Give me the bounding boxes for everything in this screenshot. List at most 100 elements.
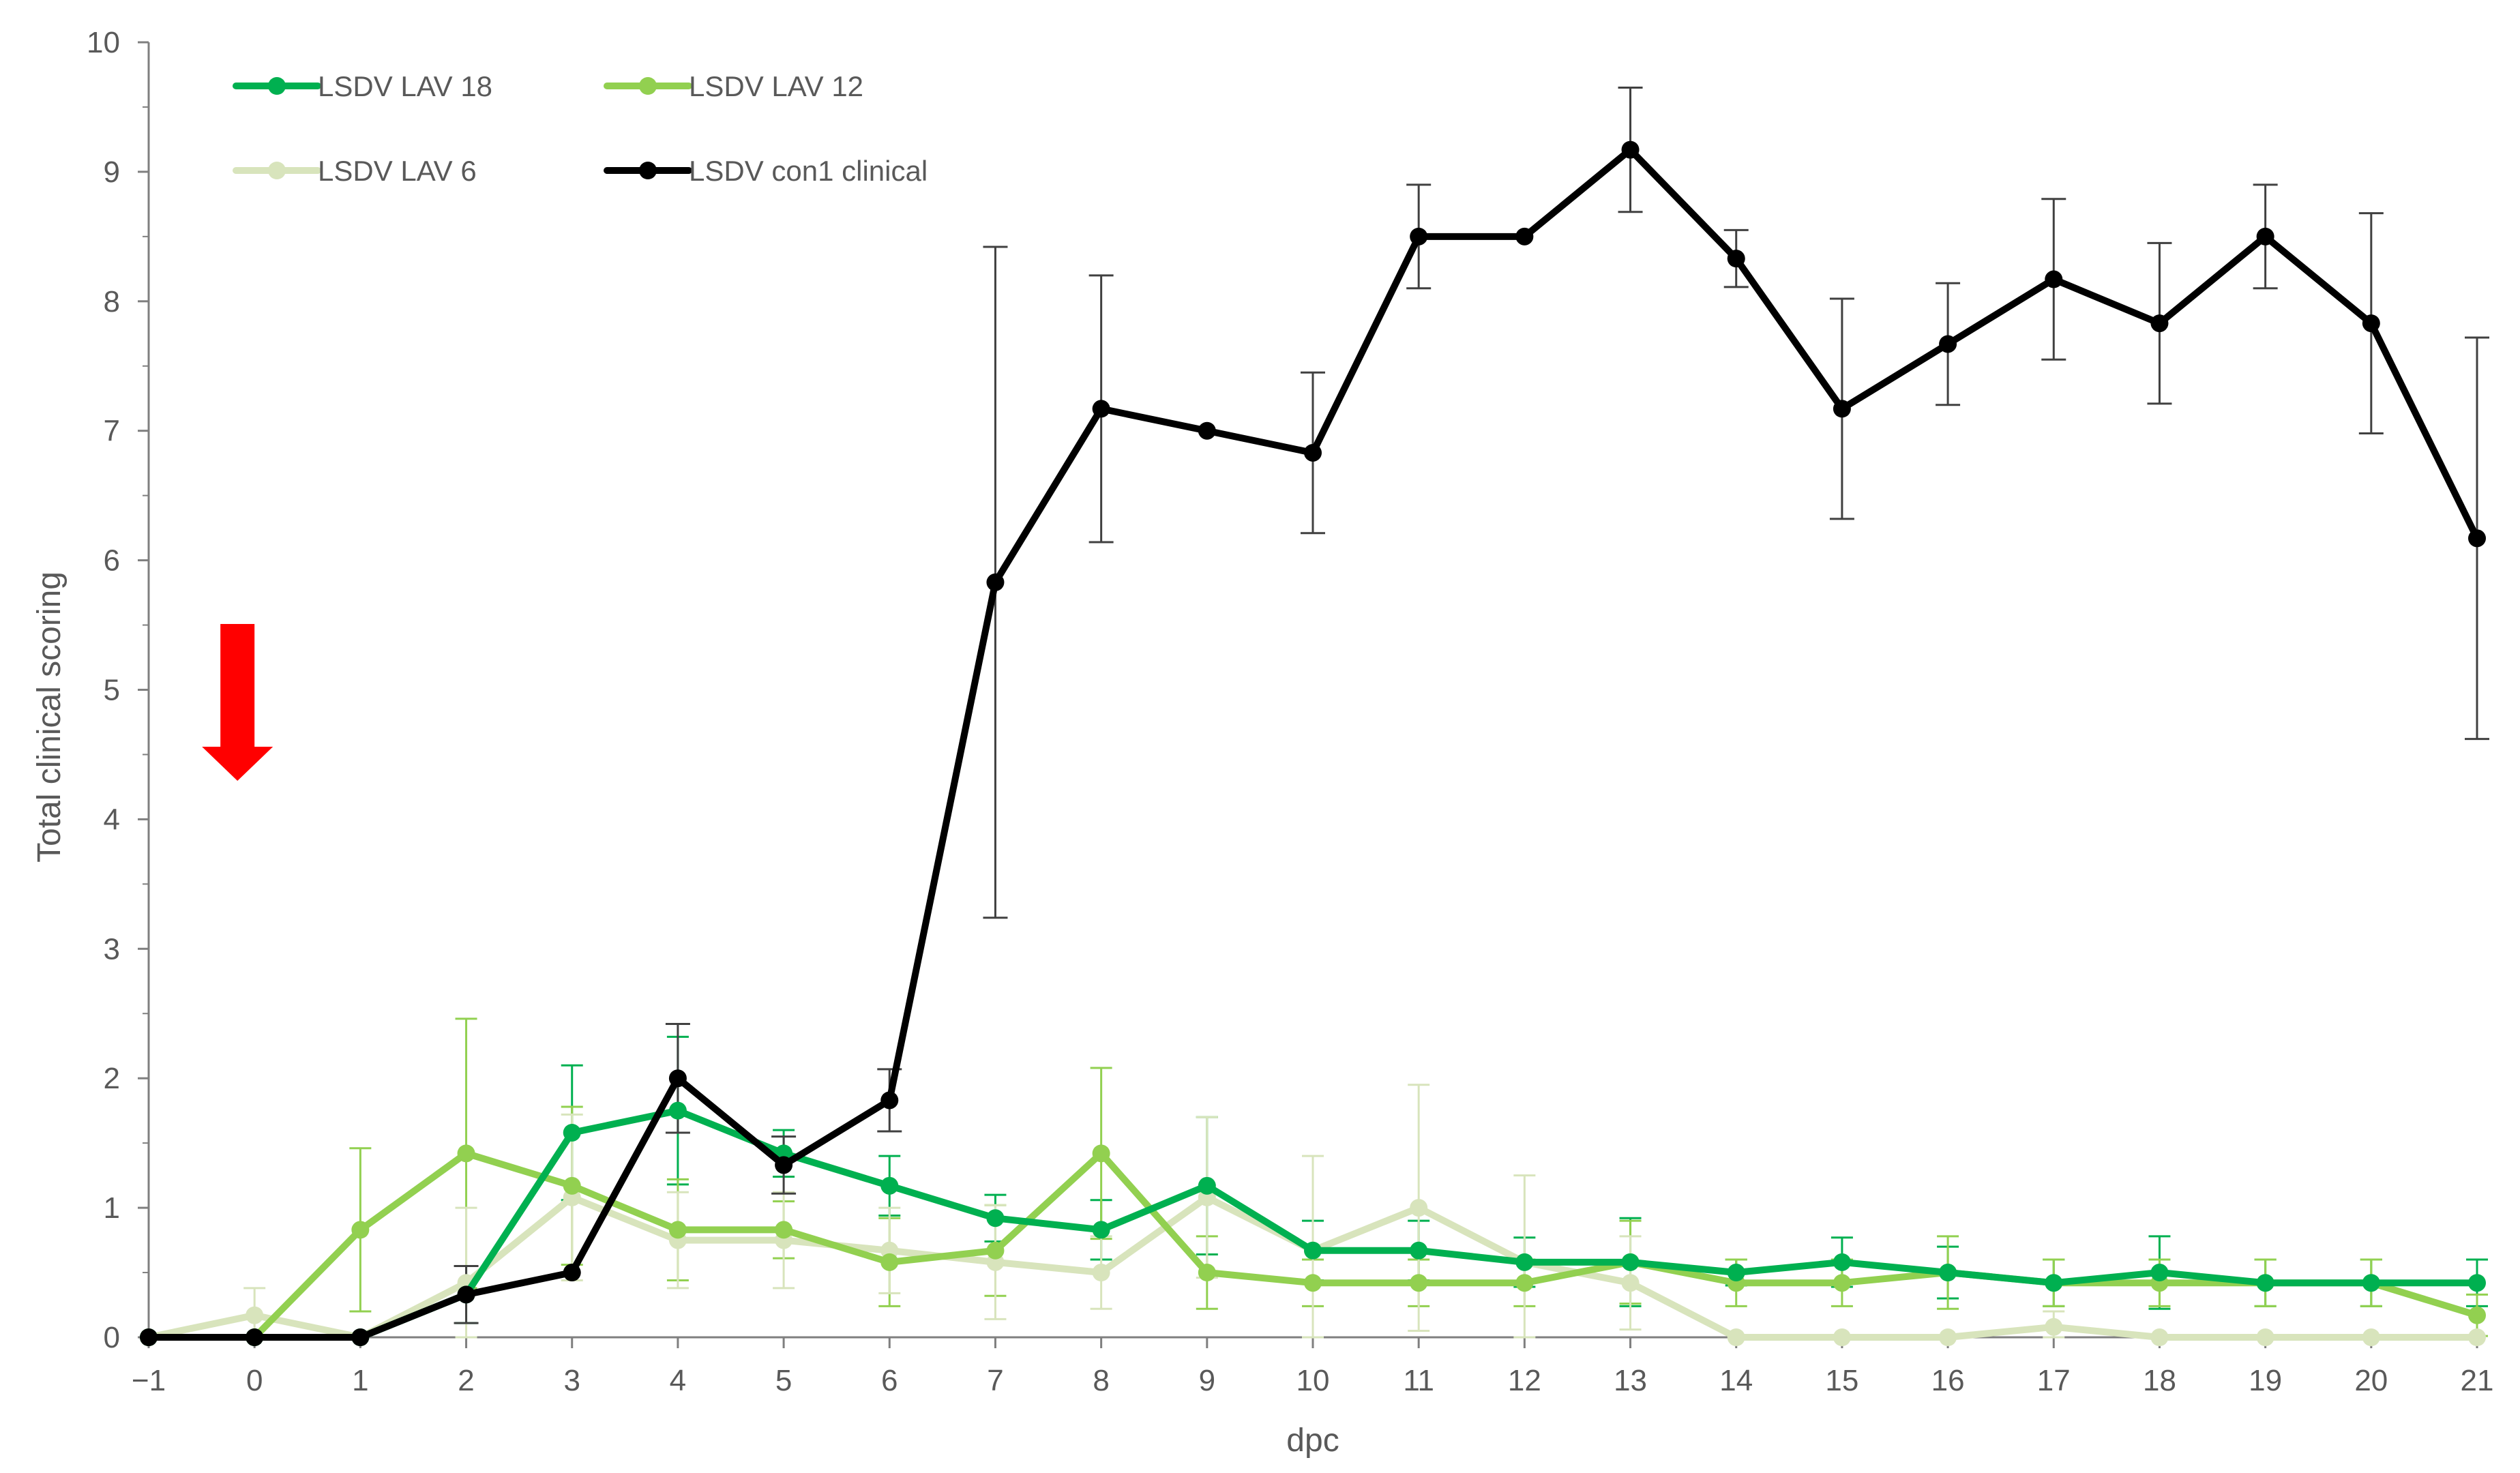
x-tick-label: 11 — [1403, 1364, 1434, 1397]
data-point — [1198, 1176, 1216, 1195]
x-tick-label: −1 — [132, 1364, 166, 1397]
data-point — [351, 1221, 370, 1239]
y-tick-label: 1 — [104, 1191, 120, 1225]
x-tick-label: 20 — [2354, 1364, 2388, 1397]
data-point — [1621, 1274, 1640, 1292]
x-tick-label: 2 — [458, 1364, 474, 1397]
data-point — [880, 1091, 899, 1110]
y-tick-label: 0 — [104, 1321, 120, 1354]
y-tick-label: 3 — [104, 932, 120, 966]
data-point — [1198, 1264, 1216, 1282]
data-point — [1410, 227, 1428, 246]
data-point — [1833, 1274, 1851, 1292]
x-tick-label: 21 — [2461, 1364, 2494, 1397]
data-point — [1621, 1253, 1640, 1271]
data-point — [246, 1306, 264, 1324]
x-tick-label: 10 — [1296, 1364, 1330, 1397]
data-point — [563, 1176, 581, 1195]
y-tick-label: 5 — [104, 674, 120, 707]
data-point — [1198, 421, 1216, 440]
y-tick-label: 4 — [104, 803, 120, 836]
x-tick-label: 19 — [2249, 1364, 2282, 1397]
data-point — [986, 573, 1005, 591]
legend-swatch-marker — [639, 162, 657, 179]
y-tick-label: 7 — [104, 415, 120, 448]
legend-swatch-marker — [268, 162, 286, 179]
data-point — [1092, 1264, 1110, 1282]
data-point — [1939, 335, 1957, 353]
y-tick-label: 10 — [87, 26, 120, 59]
data-point — [2256, 1274, 2274, 1292]
data-point — [457, 1144, 475, 1163]
legend-label: LSDV LAV 6 — [318, 155, 477, 187]
data-point — [1833, 1328, 1851, 1346]
data-point — [563, 1264, 581, 1282]
data-point — [668, 1069, 687, 1088]
data-point — [1727, 1328, 1745, 1346]
y-tick-label: 9 — [104, 155, 120, 189]
x-tick-label: 6 — [881, 1364, 898, 1397]
data-point — [1833, 400, 1851, 418]
data-point — [2362, 314, 2380, 333]
x-tick-label: 8 — [1093, 1364, 1109, 1397]
data-point — [1410, 1199, 1428, 1217]
data-point — [1410, 1241, 1428, 1260]
data-point — [2045, 1318, 2063, 1336]
data-point — [1515, 1253, 1534, 1271]
data-point — [351, 1328, 370, 1346]
data-point — [1727, 250, 1745, 268]
data-point — [2468, 1274, 2486, 1292]
data-point — [1515, 1274, 1534, 1292]
x-tick-label: 17 — [2037, 1364, 2071, 1397]
x-tick-label: 0 — [246, 1364, 263, 1397]
data-point — [2256, 227, 2274, 246]
data-point — [1092, 1144, 1110, 1163]
data-point — [2045, 270, 2063, 288]
series-lines — [140, 140, 2486, 1346]
x-tick-label: 14 — [1719, 1364, 1753, 1397]
x-tick-label: 5 — [775, 1364, 792, 1397]
x-tick-label: 15 — [1825, 1364, 1858, 1397]
x-tick-label: 18 — [2143, 1364, 2176, 1397]
x-tick-label: 13 — [1614, 1364, 1647, 1397]
data-point — [1939, 1264, 1957, 1282]
data-point — [668, 1101, 687, 1120]
data-point — [668, 1221, 687, 1239]
data-point — [775, 1221, 793, 1239]
legend-label: LSDV LAV 12 — [689, 70, 863, 102]
data-point — [2468, 529, 2486, 548]
data-point — [986, 1209, 1005, 1228]
data-point — [2150, 314, 2169, 333]
data-point — [140, 1328, 158, 1346]
legend-swatch-marker — [268, 77, 286, 95]
x-tick-label: 9 — [1199, 1364, 1215, 1397]
legend-label: LSDV LAV 18 — [318, 70, 492, 102]
y-tick-label: 6 — [104, 544, 120, 578]
legend-label: LSDV con1 clinical — [689, 155, 928, 187]
x-tick-label: 12 — [1508, 1364, 1541, 1397]
x-tick-label: 16 — [1931, 1364, 1965, 1397]
x-tick-label: 1 — [352, 1364, 368, 1397]
arrow-down-icon — [202, 624, 273, 781]
data-point — [986, 1241, 1005, 1260]
data-point — [1304, 443, 1322, 462]
data-point — [1727, 1264, 1745, 1282]
data-point — [1092, 400, 1110, 418]
data-point — [1304, 1274, 1322, 1292]
data-point — [1410, 1274, 1428, 1292]
data-point — [1833, 1253, 1851, 1271]
x-tick-label: 3 — [563, 1364, 580, 1397]
data-point — [1939, 1328, 1957, 1346]
data-point — [246, 1328, 264, 1346]
data-point — [2150, 1328, 2169, 1346]
data-point — [563, 1123, 581, 1142]
legend: LSDV LAV 18 LSDV LAV 12 LSDV LAV 6 LSDV con… — [233, 70, 928, 187]
data-point — [2362, 1328, 2380, 1346]
x-axis-title: dpc — [1286, 1423, 1339, 1459]
error-bars — [243, 86, 2489, 1339]
data-point — [457, 1285, 475, 1304]
data-point — [1092, 1221, 1110, 1239]
